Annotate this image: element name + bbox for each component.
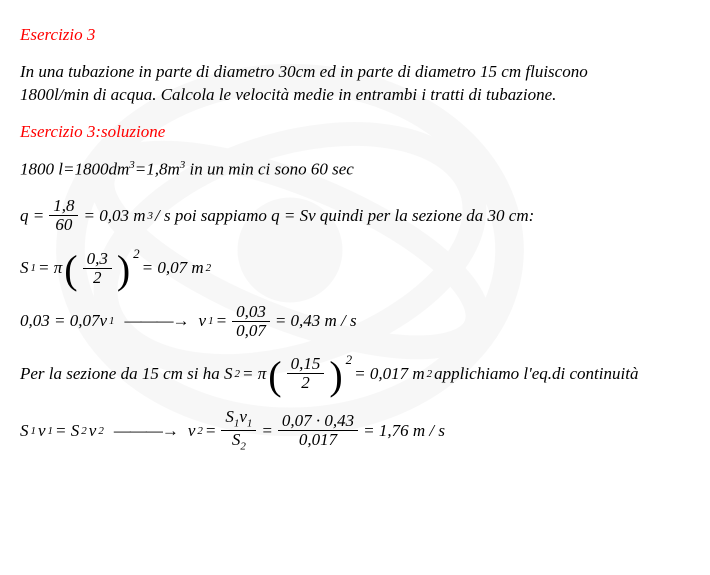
s2-eq: = π [242,364,266,384]
s2-res: = 0,017 m [354,364,425,384]
cont-v1-sub: 1 [48,425,54,437]
s1-exp: 2 [133,246,140,262]
cont-s2-sub: 2 [81,425,87,437]
v1-a: 0,03 = 0,07v [20,311,107,331]
s1-sym: S [20,258,29,278]
v1-res: = 0,43 m / s [275,311,357,331]
s1-num: 0,3 [83,250,112,269]
area-s1-equation: S1 = π ( 0,3 2 )2 = 0,07 m2 [20,250,690,287]
v2-fraction-1: S1v1 S2 [221,408,256,453]
q-tail: / s poi sappiamo q = Sv quindi per la se… [155,206,534,226]
v2-res: = 1,76 m / s [363,421,445,441]
cont-s1: S [20,421,29,441]
cont-v2-sub: 2 [98,425,104,437]
s2-res-sup: 2 [427,368,433,380]
v2-den1-ssub: 2 [240,440,246,452]
q-fraction: 1,8 60 [49,197,78,234]
lparen-icon: ( [64,252,77,288]
v1-eq2: = [216,311,227,331]
continuity-equation: S1v1 = S2v2 ———→ v2 = S1v1 S2 = 0,07 · 0… [20,408,690,453]
flow-rate-equation: q = 1,8 60 = 0,03 m3 / s poi sappiamo q … [20,197,690,234]
v2-num1: S1v1 [221,408,256,431]
q-den: 60 [51,216,76,234]
s1-fraction: 0,3 2 [83,250,112,287]
rparen2-icon: ) [329,358,342,394]
v1-b: v [199,311,207,331]
arrow-icon: ———→ [117,311,197,331]
v2-den1: S2 [228,431,250,453]
v2-num1-vsub: 1 [247,417,253,429]
v1-fraction: 0,03 0,07 [232,303,270,340]
problem-text: In una tubazione in parte di diametro 30… [20,61,690,107]
s1-den: 2 [89,269,106,287]
s2-exp: 2 [346,352,353,368]
cont-v2: v [89,421,97,441]
solution-title: Esercizio 3:soluzione [20,121,690,144]
s1-sub: 1 [31,262,37,274]
v1-num: 0,03 [232,303,270,322]
cont-eq: = S [55,421,79,441]
conv-b: =1,8m [135,159,180,178]
v2-num1-s: S [225,407,234,426]
q-res: = 0,03 m [83,206,145,226]
s2-sub: 2 [234,368,240,380]
q-sup: 3 [147,210,153,222]
exercise-title: Esercizio 3 [20,24,690,47]
v1-sub: 1 [109,315,115,327]
v2-den2: 0,017 [295,431,341,449]
s2-a: Per la sezione da 15 cm si ha S [20,364,232,384]
s1-res-sup: 2 [206,262,212,274]
q-lhs: q = [20,206,44,226]
s2-num: 0,15 [287,355,325,374]
v2-fraction-2: 0,07 · 0,43 0,017 [278,412,358,449]
conv-c: in un min ci sono 60 sec [185,159,354,178]
q-num: 1,8 [49,197,78,216]
s2-tail: applichiamo l'eq.di continuità [434,364,638,384]
problem-line-2: 1800l/min di acqua. Calcola le velocità … [20,85,556,104]
v2-sym: v [188,421,196,441]
conv-a: 1800 l=1800dm [20,159,129,178]
arrow2-icon: ———→ [106,421,186,441]
area-s2-equation: Per la sezione da 15 cm si ha S2 = π ( 0… [20,355,690,392]
v1-bsub: 1 [208,315,214,327]
cont-s1-sub: 1 [31,425,37,437]
velocity-v1-equation: 0,03 = 0,07v1 ———→ v1 = 0,03 0,07 = 0,43… [20,303,690,340]
rparen-icon: ) [117,252,130,288]
lparen2-icon: ( [268,358,281,394]
s1-eq: = π [38,258,62,278]
v2-num1-v: v [239,407,247,426]
v2-mid: = [261,421,272,441]
unit-conversion: 1800 l=1800dm3=1,8m3 in un min ci sono 6… [20,158,690,182]
v2-eq: = [205,421,216,441]
s2-den: 2 [297,374,314,392]
problem-line-1: In una tubazione in parte di diametro 30… [20,62,588,81]
v2-sub: 2 [197,425,203,437]
v2-num2: 0,07 · 0,43 [278,412,358,431]
v1-den: 0,07 [232,322,270,340]
cont-v1: v [38,421,46,441]
s1-res: = 0,07 m [142,258,204,278]
s2-fraction: 0,15 2 [287,355,325,392]
